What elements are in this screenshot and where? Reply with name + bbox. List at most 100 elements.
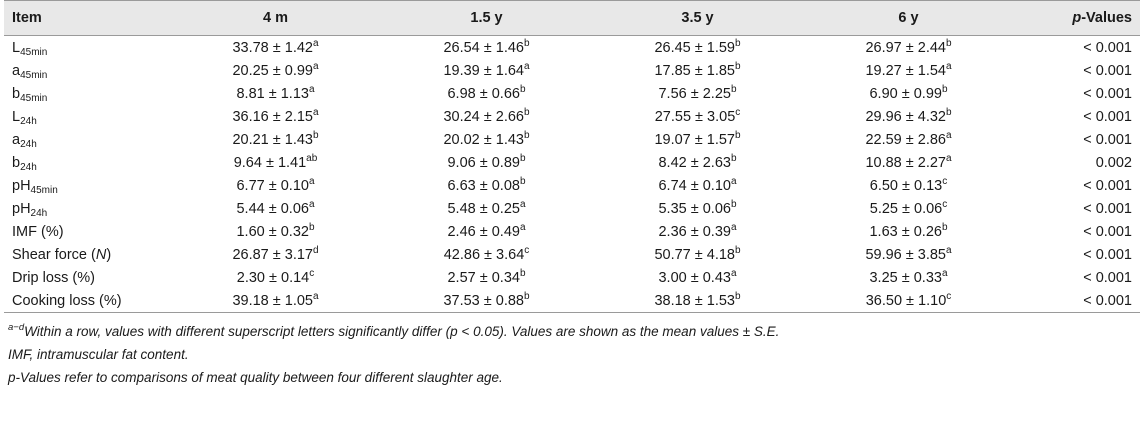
value-cell-1-5y: 2.46 ± 0.49a bbox=[381, 220, 592, 243]
mean-se-value: 42.86 ± 3.64 bbox=[443, 246, 525, 263]
p-value-cell: < 0.001 bbox=[1083, 131, 1132, 148]
mean-se-value: 5.25 ± 0.06 bbox=[869, 200, 943, 217]
mean-se-value: 9.64 ± 1.41 bbox=[233, 154, 307, 171]
table-row: a24h 20.21 ± 1.43b 20.02 ± 1.43b 19.07 ± 1.… bbox=[4, 128, 1140, 151]
table-row: L45min 33.78 ± 1.42a 26.54 ± 1.46b 26.45 ± … bbox=[4, 36, 1140, 60]
value-cell-4m: 39.18 ± 1.05a bbox=[170, 289, 381, 313]
significance-letter: ab bbox=[306, 152, 318, 164]
value-cell-4m: 1.60 ± 0.32b bbox=[170, 220, 381, 243]
significance-letter: a bbox=[730, 221, 737, 233]
mean-se-value: 8.42 ± 2.63 bbox=[658, 154, 731, 171]
p-value-cell: < 0.001 bbox=[1014, 289, 1140, 313]
mean-se-value: 30.24 ± 2.66 bbox=[443, 108, 524, 125]
significance-letter: a bbox=[519, 221, 526, 233]
significance-letter: a bbox=[312, 37, 319, 49]
significance-letter: b bbox=[734, 37, 741, 49]
significance-letter: b bbox=[945, 106, 952, 118]
value-cell-3-5y: 19.07 ± 1.57b bbox=[592, 128, 803, 151]
item-name: a bbox=[12, 131, 21, 148]
value-cell-4m: 6.77 ± 0.10a bbox=[170, 174, 381, 197]
table-row: Drip loss (%) 2.30 ± 0.14c 2.57 ± 0.34b 3.0… bbox=[4, 266, 1140, 289]
item-unit-end: ) bbox=[106, 246, 112, 263]
p-value-cell: < 0.001 bbox=[1083, 108, 1132, 125]
row-item-label: Shear force (N) bbox=[4, 243, 170, 266]
mean-se-value: 6.98 ± 0.66 bbox=[447, 85, 520, 102]
table-row: pH24h 5.44 ± 0.06a 5.48 ± 0.25a 5.35 ± 0.06… bbox=[4, 197, 1140, 220]
mean-se-value: 19.39 ± 1.64 bbox=[443, 62, 524, 79]
value-cell-3-5y: 50.77 ± 4.18b bbox=[592, 243, 803, 266]
p-value-cell: < 0.001 bbox=[1083, 177, 1132, 194]
significance-letter: c bbox=[942, 175, 948, 187]
item-unit-italic: N bbox=[95, 246, 107, 263]
meat-quality-table: Item 4 m 1.5 y 3.5 y 6 y p-Values L 45min… bbox=[4, 0, 1140, 313]
value-cell-4m: 2.30 ± 0.14c bbox=[170, 266, 381, 289]
value-cell-3-5y: 17.85 ± 1.85b bbox=[592, 59, 803, 82]
p-value-cell: < 0.001 bbox=[1083, 223, 1132, 240]
significance-letter: b bbox=[941, 221, 948, 233]
mean-se-value: 2.36 ± 0.39 bbox=[658, 223, 731, 240]
mean-se-value: 38.18 ± 1.53 bbox=[654, 292, 735, 309]
value-cell-3-5y: 2.36 ± 0.39a bbox=[592, 220, 803, 243]
value-cell-4m: 26.87 ± 3.17d bbox=[170, 243, 381, 266]
table-row: L24h 36.16 ± 2.15a 30.24 ± 2.66b 27.55 ± 3.… bbox=[4, 105, 1140, 128]
mean-se-value: 3.00 ± 0.43 bbox=[658, 269, 731, 286]
header-p-values: p-Values bbox=[1014, 0, 1140, 36]
significance-letter: a bbox=[308, 83, 315, 95]
value-cell-4m: 9.64 ± 1.41ab bbox=[170, 151, 381, 174]
value-cell-1-5y: 19.39 ± 1.64a bbox=[381, 59, 592, 82]
value-cell-1-5y: 20.02 ± 1.43b bbox=[381, 128, 592, 151]
value-cell-1-5y: 26.54 ± 1.46b bbox=[381, 36, 592, 60]
mean-se-value: 6.50 ± 0.13 bbox=[869, 177, 943, 194]
value-cell-4m: 20.21 ± 1.43b bbox=[170, 128, 381, 151]
mean-se-value: 37.53 ± 0.88 bbox=[443, 292, 524, 309]
table-header-row: Item 4 m 1.5 y 3.5 y 6 y p-Values bbox=[4, 0, 1140, 36]
mean-se-value: 29.96 ± 4.32 bbox=[865, 108, 946, 125]
table-row: Shear force (N) 26.87 ± 3.17d 42.86 ± 3.64… bbox=[4, 243, 1140, 266]
significance-letter: d bbox=[312, 244, 319, 256]
significance-letter: b bbox=[519, 267, 526, 279]
item-subscript: 24h bbox=[20, 115, 37, 127]
significance-letter: b bbox=[734, 129, 741, 141]
significance-letter: b bbox=[519, 175, 526, 187]
mean-se-value: 36.16 ± 2.15 bbox=[232, 108, 313, 125]
row-item-label: a45min bbox=[4, 59, 170, 82]
mean-se-value: 6.77 ± 0.10 bbox=[236, 177, 309, 194]
p-value-cell: < 0.001 bbox=[1083, 85, 1132, 102]
mean-se-value: 9.06 ± 0.89 bbox=[447, 154, 520, 171]
footnote-p-values: p-Values refer to comparisons of meat qu… bbox=[8, 370, 503, 385]
table-row: b45min 8.81 ± 1.13a 6.98 ± 0.66b 7.56 ± 2.2… bbox=[4, 82, 1140, 105]
header-6y: 6 y bbox=[803, 0, 1014, 36]
item-name: a bbox=[12, 62, 21, 79]
significance-letter: a bbox=[312, 290, 319, 302]
mean-se-value: 26.97 ± 2.44 bbox=[865, 39, 946, 56]
item-name: Cooking loss (%) bbox=[12, 292, 122, 309]
mean-se-value: 6.90 ± 0.99 bbox=[869, 85, 942, 102]
mean-se-value: 7.56 ± 2.25 bbox=[658, 85, 731, 102]
item-name: L bbox=[12, 108, 21, 125]
mean-se-value: 39.18 ± 1.05 bbox=[232, 292, 313, 309]
mean-se-value: 20.21 ± 1.43 bbox=[232, 131, 313, 148]
row-item-label: Drip loss (%) bbox=[4, 266, 170, 289]
value-cell-3-5y: 26.45 ± 1.59b bbox=[592, 36, 803, 60]
mean-se-value: 22.59 ± 2.86 bbox=[865, 131, 946, 148]
value-cell-6y: 3.25 ± 0.33a bbox=[803, 266, 1014, 289]
significance-letter: a bbox=[308, 198, 315, 210]
row-item-label: pH45min bbox=[4, 174, 170, 197]
value-cell-3-5y: 6.74 ± 0.10a bbox=[592, 174, 803, 197]
mean-se-value: 8.81 ± 1.13 bbox=[236, 85, 309, 102]
item-subscript: 45min bbox=[20, 46, 48, 58]
significance-letter: b bbox=[730, 83, 737, 95]
value-cell-4m: 5.44 ± 0.06a bbox=[170, 197, 381, 220]
value-cell-4m: 8.81 ± 1.13a bbox=[170, 82, 381, 105]
p-value-cell: < 0.001 bbox=[1083, 39, 1132, 56]
significance-letter: b bbox=[523, 290, 530, 302]
footnote-sup: a−d bbox=[8, 322, 25, 333]
significance-letter: a bbox=[519, 198, 526, 210]
significance-letter: b bbox=[941, 83, 948, 95]
p-value-cell: < 0.001 bbox=[1083, 246, 1132, 263]
mean-se-value: 20.02 ± 1.43 bbox=[443, 131, 524, 148]
mean-se-value: 5.44 ± 0.06 bbox=[236, 200, 309, 217]
mean-se-value: 26.45 ± 1.59 bbox=[654, 39, 735, 56]
significance-letter: a bbox=[941, 267, 948, 279]
value-cell-6y: 6.90 ± 0.99b bbox=[803, 82, 1014, 105]
